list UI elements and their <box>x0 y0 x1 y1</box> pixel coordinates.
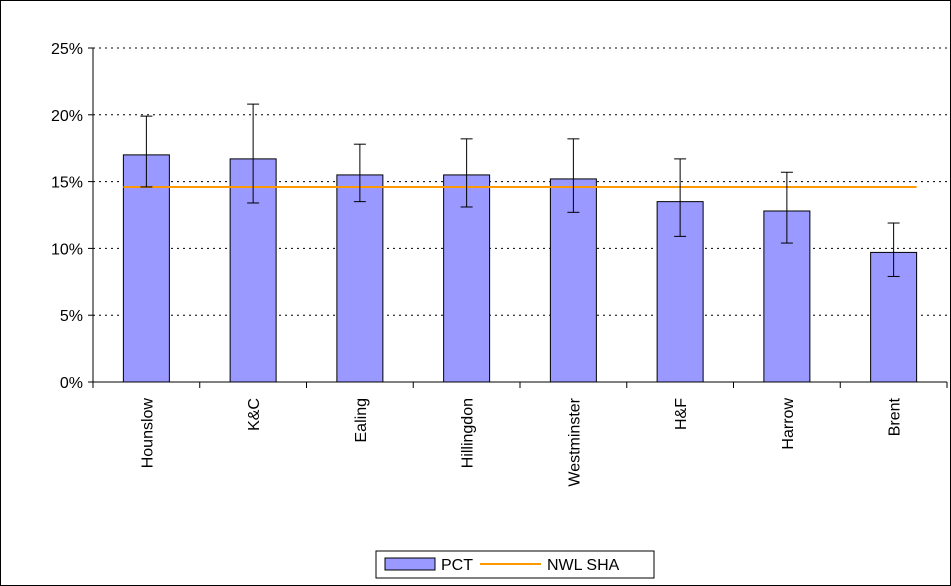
x-category-label: Harrow <box>780 398 797 450</box>
x-category-label: Westminster <box>566 397 583 486</box>
labels: 0% 5% 10% 15% 20% 25% Hounslow K&C Ealing Hilling… <box>51 41 904 487</box>
bar-2 <box>336 174 384 383</box>
y-tick-label: 0% <box>60 375 83 392</box>
x-category-label: Hillingdon <box>460 398 477 468</box>
legend: PCT NWL SHA <box>375 550 655 579</box>
legend-label-pct: PCT <box>441 557 473 574</box>
x-category-label: Hounslow <box>139 398 156 469</box>
bar-3 <box>443 174 491 383</box>
x-category-label: Ealing <box>353 398 370 442</box>
y-tick-label: 25% <box>51 41 83 58</box>
legend-swatch-pct <box>384 557 436 571</box>
bar-0 <box>122 154 170 383</box>
gridlines <box>93 47 947 316</box>
x-category-label: K&C <box>246 398 263 431</box>
y-tick-label: 5% <box>60 308 83 325</box>
legend-label-line: NWL SHA <box>547 557 620 574</box>
error-bars <box>140 103 900 277</box>
x-category-label: H&F <box>673 398 690 430</box>
axes <box>88 47 948 388</box>
y-tick-label: 20% <box>51 108 83 125</box>
bars <box>122 154 918 383</box>
y-tick-label: 10% <box>51 241 83 258</box>
y-tick-label: 15% <box>51 175 83 192</box>
x-category-label: Brent <box>887 397 904 436</box>
